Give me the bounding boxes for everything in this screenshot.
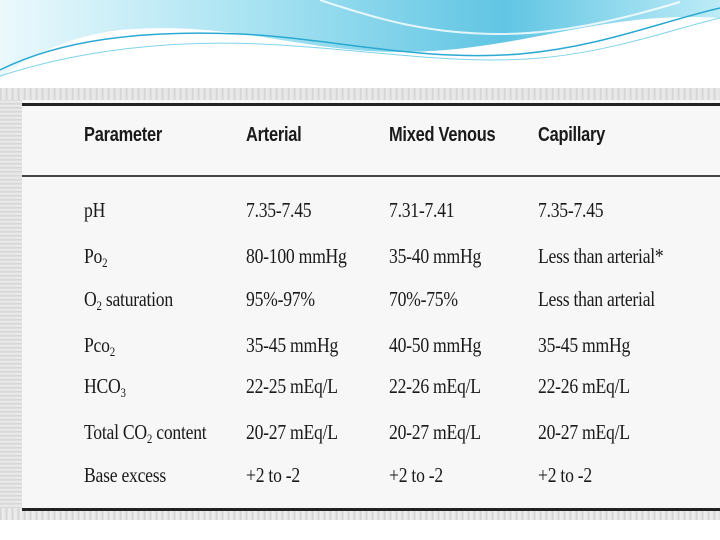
cell-mixed-venous: 40-50 mmHg	[389, 333, 482, 357]
cell-parameter: Total CO2 content	[84, 420, 207, 446]
scan-edge-left	[0, 88, 22, 520]
header-mixed-venous: Mixed Venous	[389, 124, 496, 146]
parameter-name: Base excess	[84, 463, 166, 487]
cell-capillary: 22-26 mEq/L	[538, 374, 630, 398]
parameter-subscript: 2	[109, 344, 115, 359]
cell-arterial: 7.35-7.45	[246, 198, 312, 222]
cell-mixed-venous: +2 to -2	[389, 463, 443, 487]
parameter-name: pH	[84, 198, 106, 222]
cell-capillary: 20-27 mEq/L	[538, 420, 630, 444]
cell-arterial: +2 to -2	[246, 463, 300, 487]
cell-parameter: Pco2	[84, 333, 115, 358]
parameter-name: Total CO	[84, 420, 147, 444]
cell-parameter: pH	[84, 198, 105, 223]
cell-capillary: Less than arterial*	[538, 244, 664, 268]
cell-parameter: HCO3	[84, 374, 126, 399]
cell-arterial: 35-45 mmHg	[246, 333, 339, 357]
cell-mixed-venous: 35-40 mmHg	[389, 244, 482, 268]
parameter-subscript: 2	[96, 298, 102, 313]
cell-mixed-venous: 70%-75%	[389, 287, 458, 311]
cell-capillary: Less than arterial	[538, 287, 655, 311]
parameter-suffix: saturation	[101, 287, 173, 311]
parameter-name: HCO	[84, 374, 121, 398]
header-arterial: Arterial	[246, 124, 302, 146]
cell-parameter: Po2	[84, 244, 108, 270]
cell-arterial: 22-25 mEq/L	[246, 374, 338, 398]
cell-mixed-venous: 20-27 mEq/L	[389, 420, 481, 444]
table-header-rule	[22, 175, 720, 177]
scan-edge-top	[0, 88, 720, 100]
parameter-subscript: 3	[120, 385, 126, 400]
cell-mixed-venous: 7.31-7.41	[389, 198, 455, 222]
cell-arterial: 80-100 mmHg	[246, 244, 347, 268]
cell-arterial: 95%-97%	[246, 287, 315, 311]
cell-capillary: +2 to -2	[538, 463, 592, 487]
parameter-subscript: 2	[146, 431, 153, 446]
cell-parameter: Base excess	[84, 463, 166, 488]
cell-capillary: 7.35-7.45	[538, 198, 604, 222]
parameter-name: Po	[84, 244, 103, 268]
parameter-name: O	[84, 287, 97, 311]
parameter-subscript: 2	[102, 255, 108, 270]
decorative-header-wave	[0, 0, 720, 78]
cell-arterial: 20-27 mEq/L	[246, 420, 338, 444]
parameter-suffix: content	[152, 420, 207, 444]
table-top-rule	[22, 103, 720, 106]
header-parameter: Parameter	[84, 124, 163, 146]
cell-parameter: O2 saturation	[84, 287, 173, 312]
parameter-name: Pco	[84, 333, 110, 357]
cell-mixed-venous: 22-26 mEq/L	[389, 374, 481, 398]
table-bottom-rule	[22, 508, 720, 511]
cell-capillary: 35-45 mmHg	[538, 333, 631, 357]
scan-edge-bottom	[0, 508, 720, 520]
table-sheet	[22, 100, 720, 508]
header-capillary: Capillary	[538, 124, 606, 146]
